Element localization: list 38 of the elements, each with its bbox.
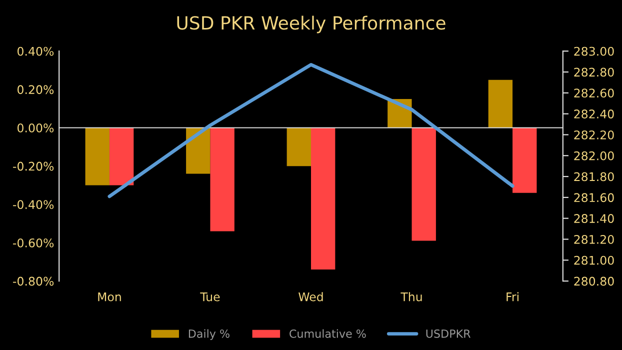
- bar: [109, 128, 134, 186]
- y2-tick-label: 281.20: [574, 234, 614, 244]
- y2-tick-label: 281.80: [574, 172, 614, 182]
- x-tick-label: Tue: [200, 292, 220, 302]
- bar: [210, 128, 234, 232]
- y-tick-label: -0.80%: [13, 276, 54, 286]
- y2-tick-label: 281.60: [574, 193, 614, 202]
- y-tick-label: -0.40%: [13, 200, 54, 210]
- y2-tick-label: 282.20: [574, 130, 614, 140]
- y-tick-label: 0.40%: [18, 46, 54, 56]
- y2-tick-label: 282.80: [574, 68, 614, 77]
- x-tick-label: Wed: [298, 292, 323, 302]
- bar: [512, 128, 537, 193]
- legend-label: Daily %: [188, 329, 230, 340]
- legend-label: Cumulative %: [290, 329, 366, 338]
- y2-tick-label: 282.60: [574, 88, 614, 98]
- y2-tick-label: 283.00: [574, 46, 614, 56]
- bar: [488, 80, 513, 128]
- chart-title: USD PKR Weekly Performance: [177, 16, 446, 34]
- bar: [85, 128, 110, 186]
- x-tick-label: Fri: [506, 292, 518, 302]
- y-tick-label: 0.00%: [18, 123, 54, 132]
- y2-tick-label: 282.40: [574, 110, 614, 118]
- y2-tick-label: 281.40: [574, 214, 614, 223]
- y-tick-label: -0.60%: [13, 238, 54, 248]
- y2-tick-label: 282.00: [574, 151, 614, 160]
- y-tick-label: -0.20%: [13, 162, 54, 171]
- y2-tick-label: 280.80: [574, 276, 614, 286]
- line-series: [108, 62, 514, 198]
- y2-tick-label: 281.00: [574, 256, 614, 265]
- bar: [186, 128, 210, 174]
- x-tick-label: Thu: [400, 292, 422, 302]
- bar: [286, 128, 311, 166]
- bar: [412, 128, 436, 241]
- x-tick-label: Mon: [98, 292, 121, 302]
- legend-label: USDPKR: [426, 329, 470, 338]
- bar: [311, 128, 336, 270]
- y-tick-label: 0.20%: [18, 85, 54, 94]
